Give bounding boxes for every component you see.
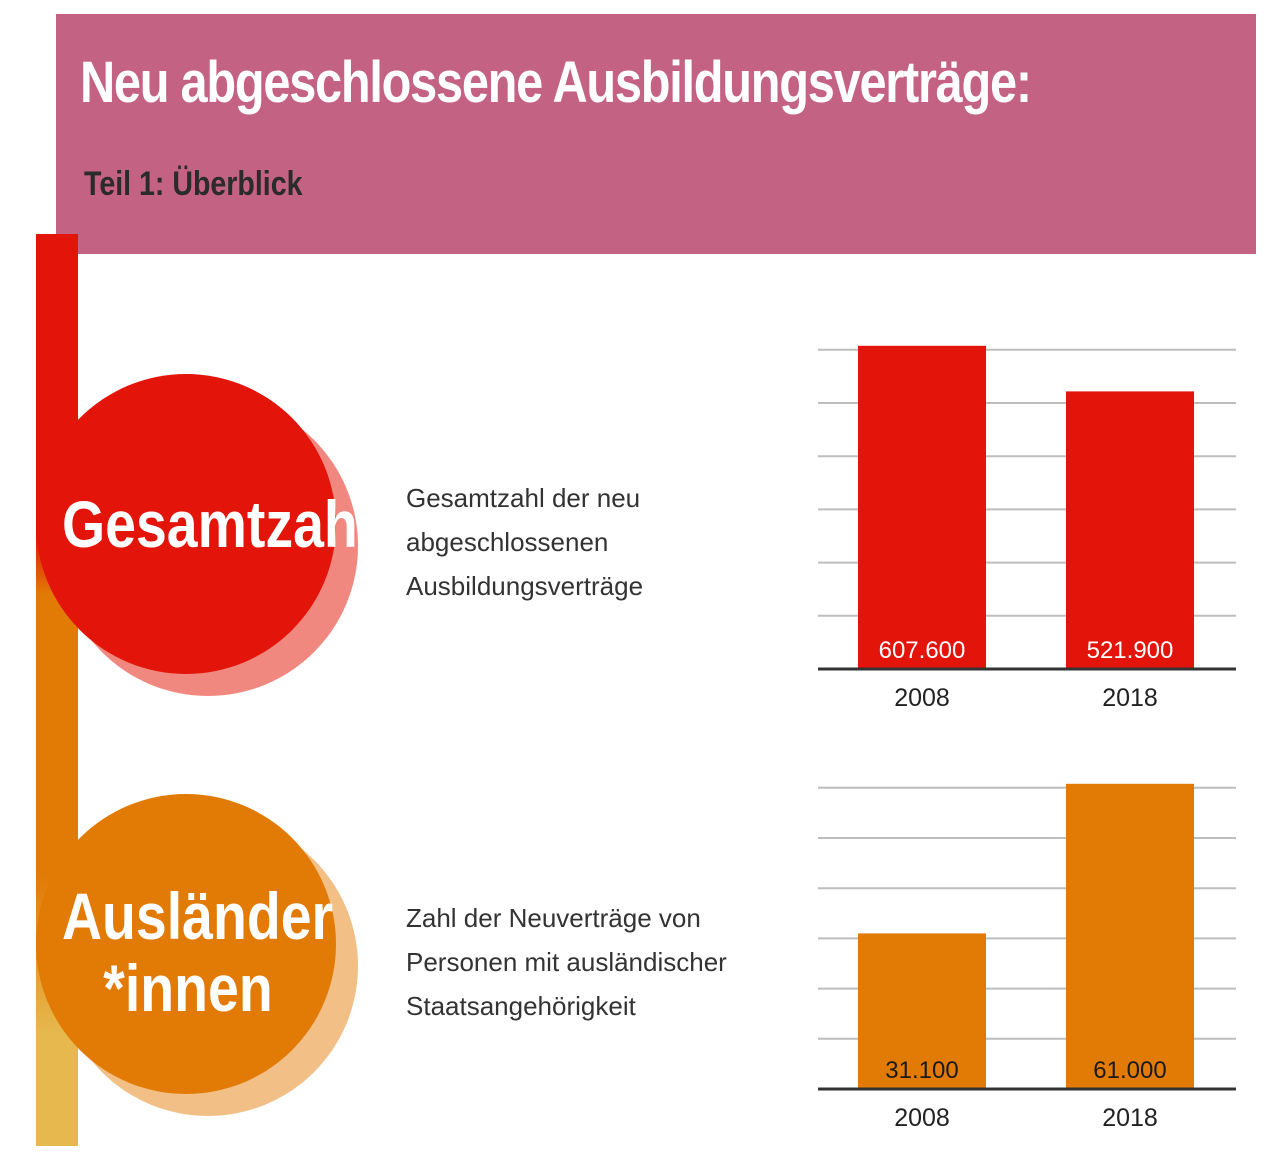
bar-value-label: 607.600 [879, 637, 966, 664]
bar-value-label: 61.000 [1093, 1057, 1166, 1084]
description-line: Zahl der Neuverträge von [406, 903, 701, 933]
header-banner: Neu abgeschlossene Ausbildungsverträge: … [56, 14, 1256, 254]
bar-2018 [1066, 391, 1194, 669]
badge-circle [36, 794, 336, 1094]
badge-label-line: Ausländer [62, 879, 334, 953]
x-tick-label: 2018 [1102, 1104, 1158, 1132]
bar-2008 [858, 933, 986, 1089]
description-line: Ausbildungsverträge [406, 571, 644, 601]
description-auslaender: Zahl der Neuverträge von Personen mit au… [406, 896, 786, 1028]
badge-circle [36, 374, 336, 674]
bar-value-label: 31.100 [885, 1057, 958, 1084]
badge-label-gesamtzahl: Gesamtzahl [62, 487, 374, 561]
bar-2008 [858, 345, 986, 669]
bar-2018 [1066, 783, 1194, 1089]
description-line: Gesamtzahl der neu [406, 483, 641, 513]
bar-chart-auslaender: 31.100 2008 61.000 2018 [810, 774, 1250, 1144]
x-tick-label: 2018 [1102, 684, 1158, 712]
badge-label-auslaender: Ausländer *innen [62, 879, 334, 1025]
bar-value-label: 521.900 [1087, 637, 1174, 664]
description-line: Personen mit ausländischer [406, 947, 727, 977]
badge-auslaender [36, 794, 358, 1116]
badge-label-line: *innen [103, 951, 273, 1025]
page-title: Neu abgeschlossene Ausbildungsverträge: [80, 50, 1032, 115]
description-line: Staatsangehörigkeit [406, 991, 636, 1021]
bar-chart-gesamtzahl: 607.600 2008 521.900 2018 [810, 336, 1250, 726]
x-tick-label: 2008 [894, 1104, 950, 1132]
bar-chart-svg: 607.600 2008 521.900 2018 [818, 345, 1236, 712]
bar-chart-svg: 31.100 2008 61.000 2018 [818, 783, 1236, 1132]
badge-gesamtzahl [36, 374, 358, 696]
description-line: abgeschlossenen [406, 527, 609, 557]
page-subtitle: Teil 1: Überblick [84, 165, 303, 203]
description-gesamtzahl: Gesamtzahl der neu abgeschlossenen Ausbi… [406, 476, 786, 608]
x-tick-label: 2008 [894, 684, 950, 712]
